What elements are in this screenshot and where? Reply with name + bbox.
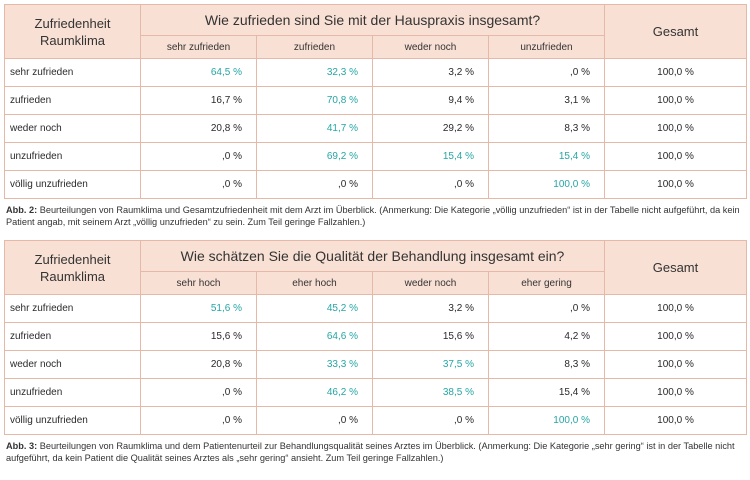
value-cell: 3,2 % [372, 294, 489, 323]
caption-label: Abb. 3: [6, 441, 38, 451]
row-label: sehr zufrieden [4, 58, 141, 87]
table-row: sehr zufrieden 64,5 % 32,3 % 3,2 % ,0 % 100,0… [4, 58, 747, 87]
total-cell: 100,0 % [604, 170, 747, 199]
total-cell: 100,0 % [604, 294, 747, 323]
column-header: sehr zufrieden [140, 35, 257, 59]
figure-caption: Abb. 3: Beurteilungen von Raumklima und … [6, 440, 746, 464]
results-table-2: Zufriedenheit Raumklima Wie schätzen Sie d… [4, 240, 747, 435]
row-label: völlig unzufrieden [4, 170, 141, 199]
caption-text: Beurteilungen von Raumklima und dem Pati… [6, 441, 735, 463]
total-cell: 100,0 % [604, 58, 747, 87]
total-cell: 100,0 % [604, 142, 747, 171]
corner-header-line: Raumklima [39, 32, 105, 48]
row-label: sehr zufrieden [4, 294, 141, 323]
value-cell: ,0 % [140, 378, 257, 407]
row-label: zufrieden [4, 322, 141, 351]
corner-header-line: Raumklima [39, 268, 105, 284]
highlighted-value-cell: 64,6 % [256, 322, 373, 351]
highlighted-value-cell: 32,3 % [256, 58, 373, 87]
column-header: weder noch [372, 271, 489, 295]
highlighted-value-cell: 70,8 % [256, 86, 373, 115]
highlighted-value-cell: 15,4 % [372, 142, 489, 171]
total-header: Gesamt [604, 240, 747, 295]
row-label: unzufrieden [4, 142, 141, 171]
total-header: Gesamt [604, 4, 747, 59]
highlighted-value-cell: 15,4 % [488, 142, 605, 171]
value-cell: 8,3 % [488, 114, 605, 143]
row-label: völlig unzufrieden [4, 406, 141, 435]
total-cell: 100,0 % [604, 378, 747, 407]
value-cell: 29,2 % [372, 114, 489, 143]
table-row: völlig unzufrieden ,0 % ,0 % ,0 % 100,0 % 100… [4, 170, 747, 199]
value-cell: ,0 % [372, 406, 489, 435]
question-header: Wie zufrieden sind Sie mit der Hauspraxi… [140, 4, 605, 36]
total-cell: 100,0 % [604, 406, 747, 435]
highlighted-value-cell: 46,2 % [256, 378, 373, 407]
caption-label: Abb. 2: [6, 205, 38, 215]
value-cell: ,0 % [256, 170, 373, 199]
value-cell: ,0 % [256, 406, 373, 435]
row-label: zufrieden [4, 86, 141, 115]
value-cell: ,0 % [488, 294, 605, 323]
caption-text: Beurteilungen von Raumklima und Gesamtzu… [6, 205, 740, 227]
table-row: weder noch 20,8 % 41,7 % 29,2 % 8,3 % 100,0 % [4, 114, 747, 143]
value-cell: ,0 % [140, 142, 257, 171]
value-cell: 15,4 % [488, 378, 605, 407]
column-header: zufrieden [256, 35, 373, 59]
total-cell: 100,0 % [604, 86, 747, 115]
table-row: zufrieden 15,6 % 64,6 % 15,6 % 4,2 % 100,0 % [4, 322, 747, 351]
value-cell: 16,7 % [140, 86, 257, 115]
tables-container: Zufriedenheit Raumklima Wie zufrieden sind… [4, 4, 747, 464]
corner-header: Zufriedenheit Raumklima [4, 4, 141, 59]
corner-header-line: Zufriedenheit [34, 15, 111, 31]
value-cell: 8,3 % [488, 350, 605, 379]
results-table-1: Zufriedenheit Raumklima Wie zufrieden sind… [4, 4, 747, 199]
highlighted-value-cell: 38,5 % [372, 378, 489, 407]
table-row: völlig unzufrieden ,0 % ,0 % ,0 % 100,0 % 100… [4, 406, 747, 435]
value-cell: 3,2 % [372, 58, 489, 87]
highlighted-value-cell: 33,3 % [256, 350, 373, 379]
value-cell: ,0 % [488, 58, 605, 87]
value-cell: 3,1 % [488, 86, 605, 115]
column-header: weder noch [372, 35, 489, 59]
column-header: unzufrieden [488, 35, 605, 59]
table-row: unzufrieden ,0 % 46,2 % 38,5 % 15,4 % 100,0 % [4, 378, 747, 407]
column-header: sehr hoch [140, 271, 257, 295]
value-cell: 9,4 % [372, 86, 489, 115]
table-row: unzufrieden ,0 % 69,2 % 15,4 % 15,4 % 100,0 % [4, 142, 747, 171]
value-cell: 20,8 % [140, 114, 257, 143]
highlighted-value-cell: 100,0 % [488, 170, 605, 199]
table-row: zufrieden 16,7 % 70,8 % 9,4 % 3,1 % 100,0 % [4, 86, 747, 115]
row-label: unzufrieden [4, 378, 141, 407]
column-header: eher hoch [256, 271, 373, 295]
highlighted-value-cell: 41,7 % [256, 114, 373, 143]
total-cell: 100,0 % [604, 322, 747, 351]
highlighted-value-cell: 37,5 % [372, 350, 489, 379]
table-row: sehr zufrieden 51,6 % 45,2 % 3,2 % ,0 % 100,0… [4, 294, 747, 323]
highlighted-value-cell: 64,5 % [140, 58, 257, 87]
value-cell: 15,6 % [140, 322, 257, 351]
row-label: weder noch [4, 350, 141, 379]
value-cell: ,0 % [140, 406, 257, 435]
total-cell: 100,0 % [604, 114, 747, 143]
corner-header: Zufriedenheit Raumklima [4, 240, 141, 295]
figure-caption: Abb. 2: Beurteilungen von Raumklima und … [6, 204, 746, 228]
table-row: weder noch 20,8 % 33,3 % 37,5 % 8,3 % 100,0 % [4, 350, 747, 379]
highlighted-value-cell: 100,0 % [488, 406, 605, 435]
value-cell: 20,8 % [140, 350, 257, 379]
value-cell: ,0 % [372, 170, 489, 199]
highlighted-value-cell: 69,2 % [256, 142, 373, 171]
highlighted-value-cell: 51,6 % [140, 294, 257, 323]
highlighted-value-cell: 45,2 % [256, 294, 373, 323]
value-cell: ,0 % [140, 170, 257, 199]
row-label: weder noch [4, 114, 141, 143]
value-cell: 4,2 % [488, 322, 605, 351]
question-header: Wie schätzen Sie die Qualität der Behand… [140, 240, 605, 272]
value-cell: 15,6 % [372, 322, 489, 351]
corner-header-line: Zufriedenheit [34, 251, 111, 267]
column-header: eher gering [488, 271, 605, 295]
page: Zufriedenheit Raumklima Wie zufrieden sind… [4, 4, 747, 464]
total-cell: 100,0 % [604, 350, 747, 379]
